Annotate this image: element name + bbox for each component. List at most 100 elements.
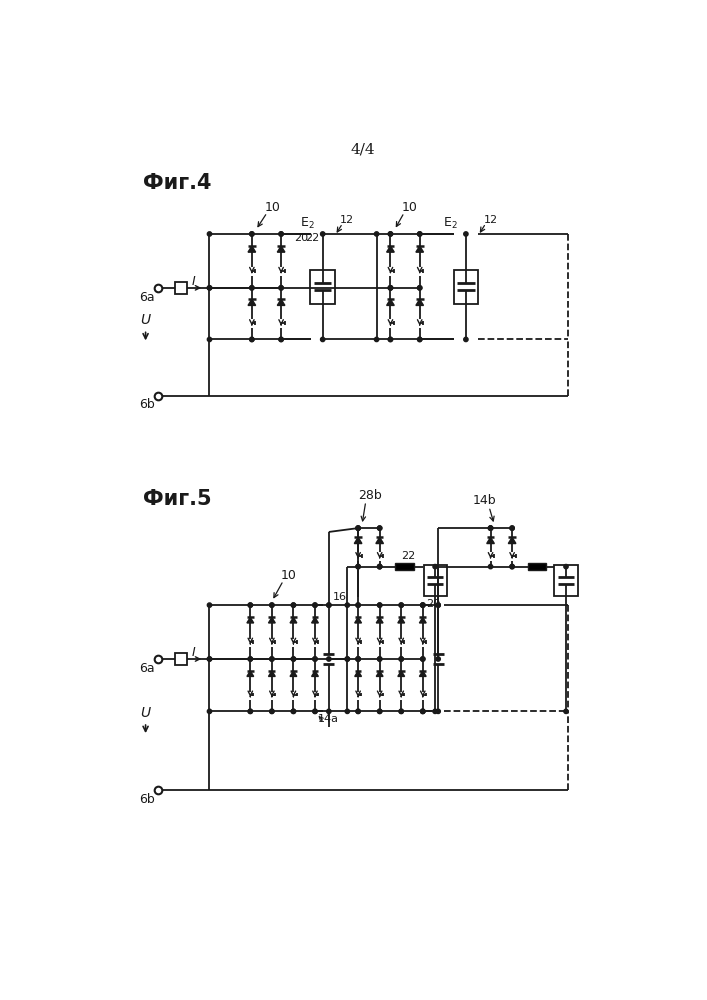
- Circle shape: [248, 657, 252, 661]
- Text: 14a: 14a: [318, 714, 339, 724]
- Circle shape: [279, 286, 284, 290]
- Polygon shape: [290, 617, 297, 623]
- Circle shape: [388, 286, 392, 290]
- Circle shape: [489, 526, 493, 530]
- Bar: [454, 270, 478, 304]
- Circle shape: [356, 526, 361, 530]
- Circle shape: [248, 603, 252, 607]
- Circle shape: [207, 286, 211, 290]
- Circle shape: [375, 337, 379, 342]
- Circle shape: [250, 232, 254, 236]
- Circle shape: [345, 709, 349, 714]
- Circle shape: [378, 709, 382, 714]
- Circle shape: [378, 603, 382, 607]
- Circle shape: [378, 526, 382, 530]
- Polygon shape: [416, 246, 423, 252]
- Polygon shape: [277, 299, 285, 305]
- Polygon shape: [312, 671, 318, 676]
- Circle shape: [418, 286, 422, 290]
- Text: 10: 10: [402, 201, 418, 214]
- Polygon shape: [376, 671, 383, 676]
- Circle shape: [279, 337, 284, 342]
- Circle shape: [291, 657, 296, 661]
- Circle shape: [320, 232, 325, 236]
- Circle shape: [269, 657, 274, 661]
- Polygon shape: [419, 617, 426, 623]
- Circle shape: [378, 564, 382, 569]
- Bar: [310, 270, 335, 304]
- Circle shape: [399, 657, 404, 661]
- Circle shape: [418, 232, 422, 236]
- Circle shape: [421, 657, 425, 661]
- Circle shape: [327, 657, 331, 661]
- Circle shape: [356, 526, 361, 530]
- Circle shape: [378, 564, 382, 569]
- Bar: [527, 563, 546, 570]
- Polygon shape: [277, 246, 285, 252]
- Circle shape: [399, 709, 404, 714]
- Circle shape: [207, 286, 211, 290]
- Text: 10: 10: [281, 569, 297, 582]
- Polygon shape: [355, 617, 361, 623]
- Circle shape: [418, 232, 422, 236]
- Text: 6b: 6b: [139, 398, 155, 411]
- Circle shape: [356, 657, 361, 661]
- Text: 22: 22: [305, 233, 319, 243]
- Bar: [175, 282, 187, 294]
- Circle shape: [433, 564, 437, 569]
- Circle shape: [388, 286, 392, 290]
- Circle shape: [279, 232, 284, 236]
- Circle shape: [320, 337, 325, 342]
- Circle shape: [269, 709, 274, 714]
- Circle shape: [388, 232, 392, 236]
- Circle shape: [312, 603, 317, 607]
- Circle shape: [421, 709, 425, 714]
- Circle shape: [510, 526, 514, 530]
- Circle shape: [250, 337, 254, 342]
- Circle shape: [345, 657, 349, 661]
- Circle shape: [564, 564, 568, 569]
- Text: 28b: 28b: [358, 489, 382, 502]
- Circle shape: [269, 603, 274, 607]
- Text: E$_2$: E$_2$: [443, 216, 458, 231]
- Circle shape: [388, 232, 392, 236]
- Circle shape: [356, 603, 361, 607]
- Circle shape: [510, 526, 514, 530]
- Polygon shape: [312, 617, 318, 623]
- Polygon shape: [398, 671, 404, 676]
- Circle shape: [421, 709, 425, 714]
- Circle shape: [269, 657, 274, 661]
- Circle shape: [378, 564, 382, 569]
- Circle shape: [356, 657, 361, 661]
- Circle shape: [418, 337, 422, 342]
- Polygon shape: [486, 537, 494, 544]
- Circle shape: [378, 526, 382, 530]
- Bar: [395, 563, 414, 570]
- Bar: [175, 653, 187, 665]
- Polygon shape: [269, 617, 275, 623]
- Circle shape: [207, 709, 211, 714]
- Circle shape: [356, 603, 361, 607]
- Circle shape: [345, 657, 349, 661]
- Circle shape: [378, 709, 382, 714]
- Text: Фиг.4: Фиг.4: [143, 173, 211, 193]
- Polygon shape: [355, 671, 361, 676]
- Text: I: I: [192, 275, 195, 288]
- Circle shape: [207, 657, 211, 661]
- Text: 4/4: 4/4: [351, 142, 375, 156]
- Circle shape: [279, 337, 284, 342]
- Circle shape: [464, 337, 468, 342]
- Circle shape: [356, 709, 361, 714]
- Text: 6a: 6a: [139, 662, 155, 675]
- Circle shape: [436, 603, 440, 607]
- Circle shape: [375, 232, 379, 236]
- Circle shape: [291, 603, 296, 607]
- Polygon shape: [247, 671, 254, 676]
- Polygon shape: [376, 537, 383, 544]
- Circle shape: [510, 564, 514, 569]
- Circle shape: [312, 709, 317, 714]
- Circle shape: [436, 709, 440, 714]
- Circle shape: [250, 286, 254, 290]
- Circle shape: [207, 337, 211, 342]
- Text: 10: 10: [264, 201, 281, 214]
